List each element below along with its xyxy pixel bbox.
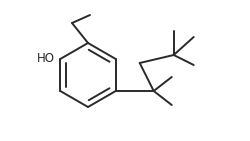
Text: HO: HO bbox=[37, 52, 55, 66]
